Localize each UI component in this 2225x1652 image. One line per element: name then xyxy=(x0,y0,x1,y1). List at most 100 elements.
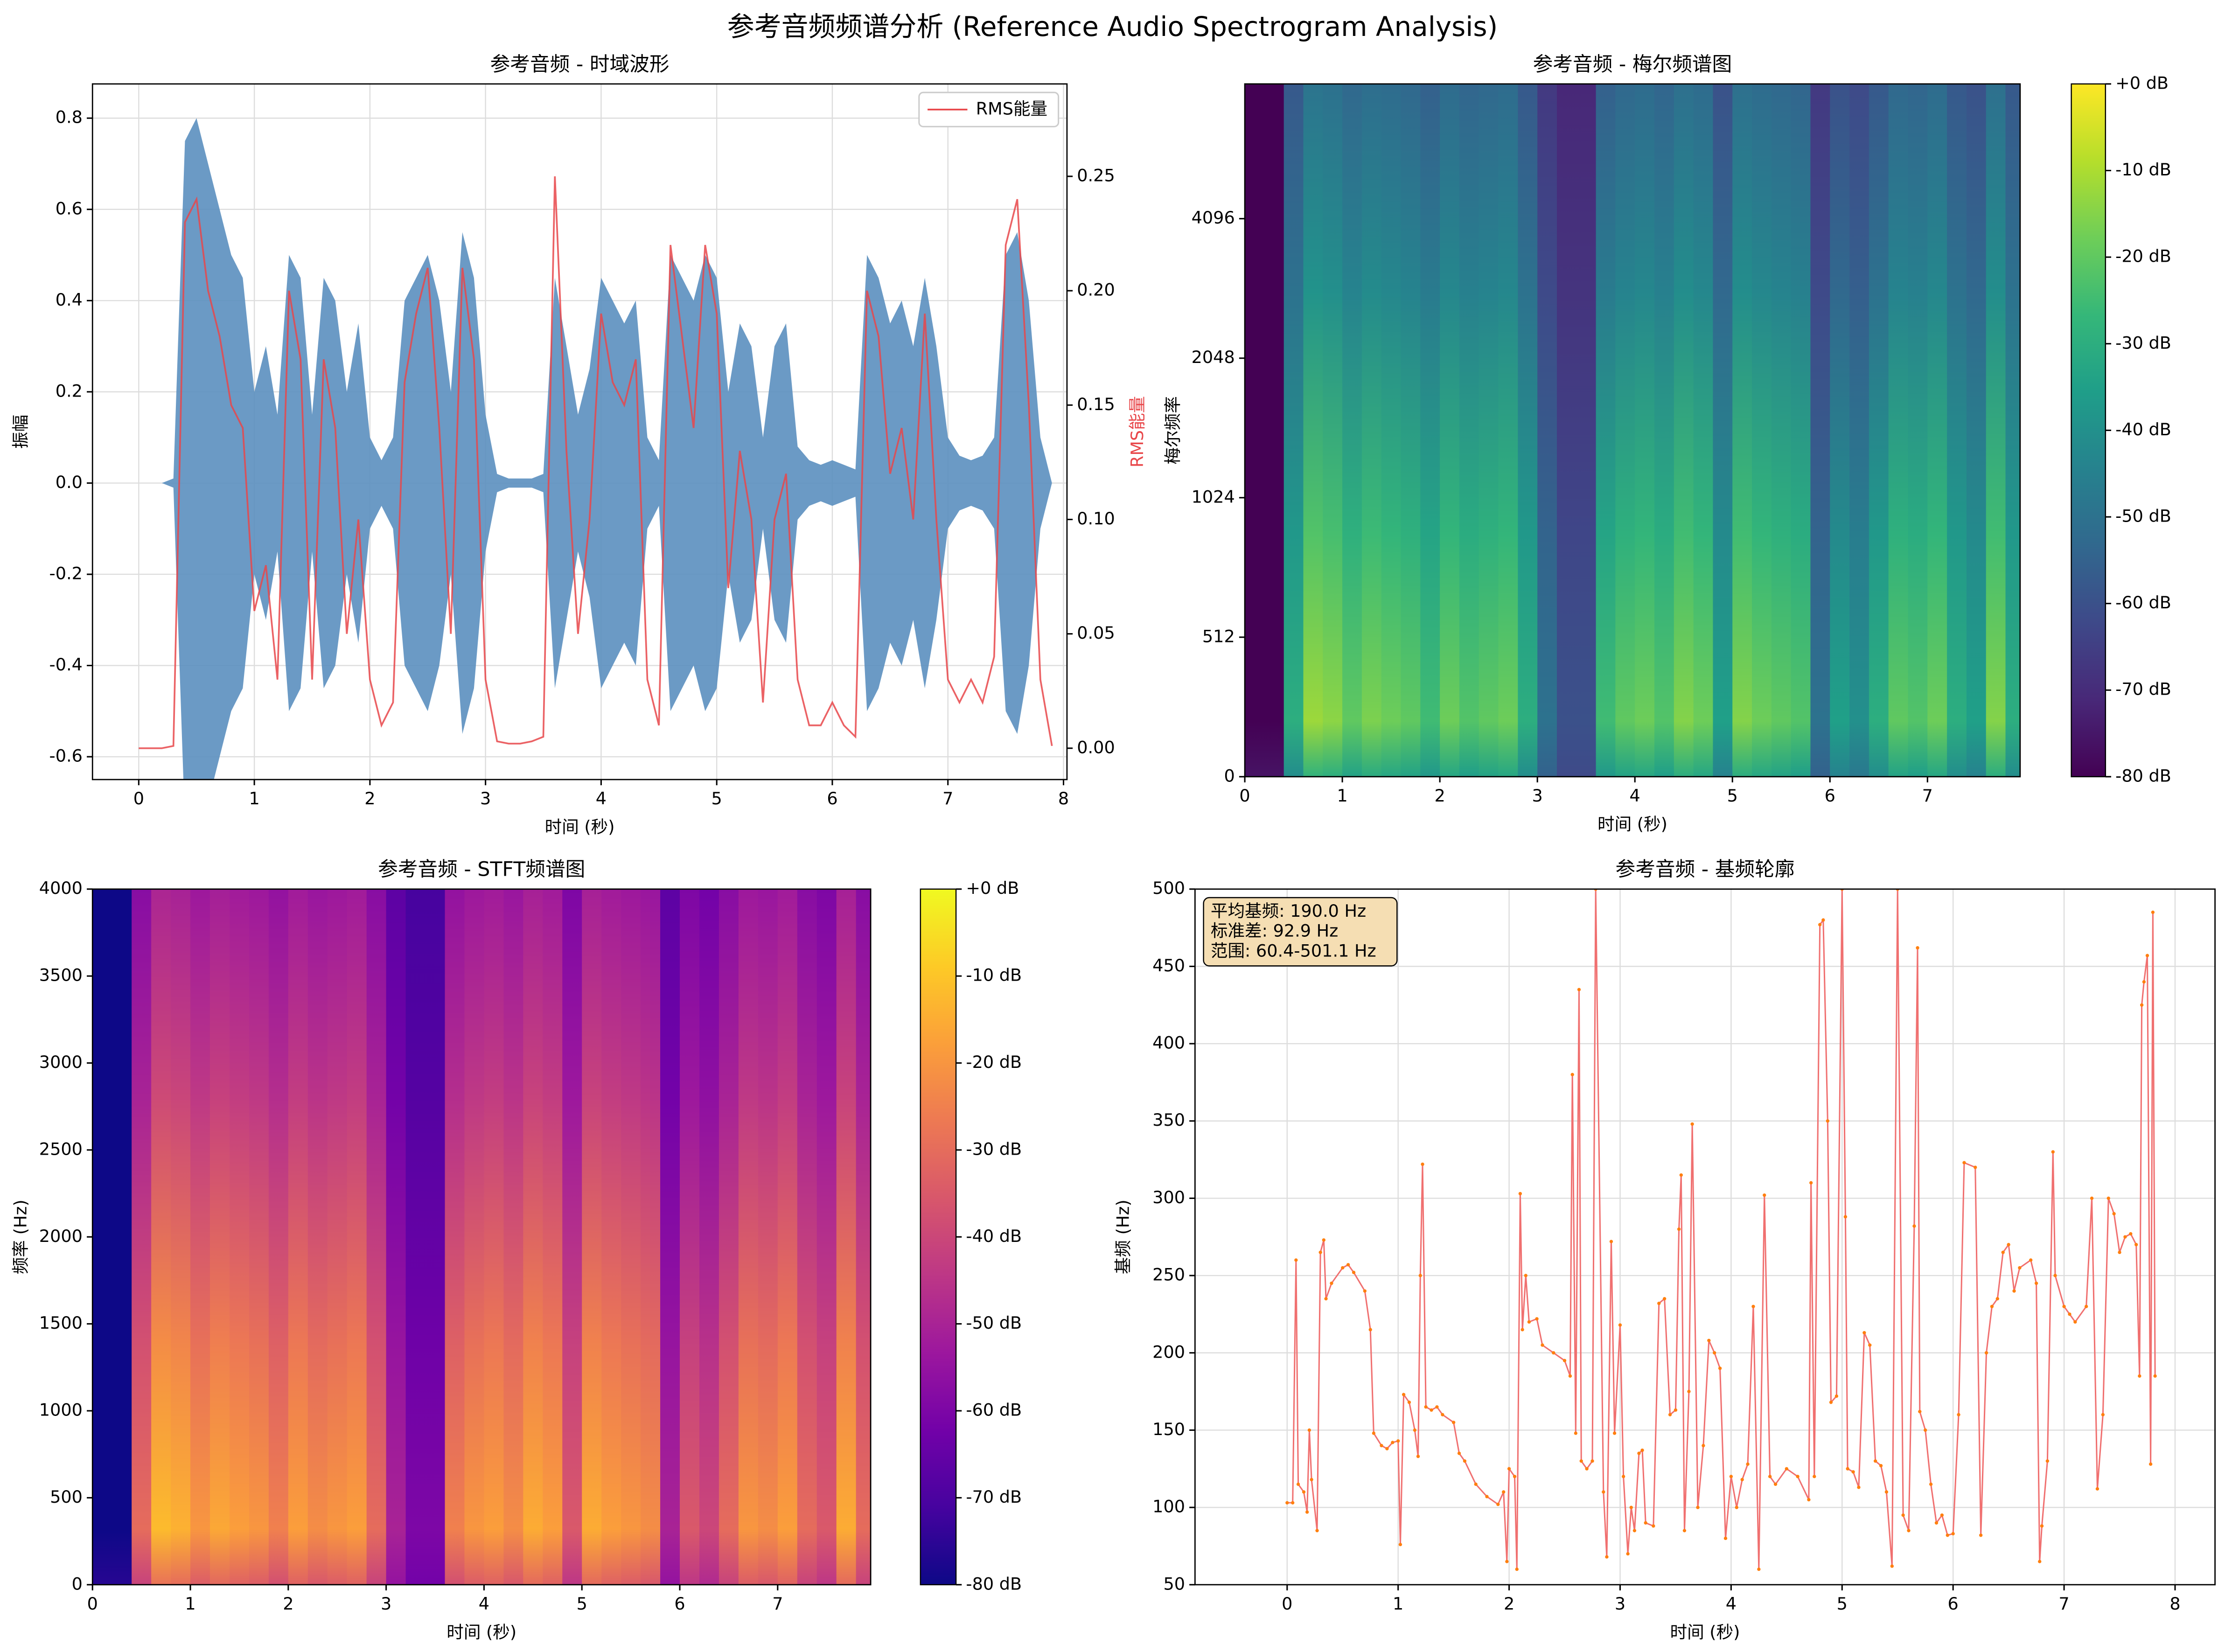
x-tick-label: 4 xyxy=(1630,786,1640,806)
f0-point xyxy=(1918,1410,1922,1414)
f0-point xyxy=(1285,1501,1289,1505)
spectrogram-column xyxy=(1245,84,1265,777)
f0-point xyxy=(2001,1250,2005,1255)
colorbar-tick-label: -70 dB xyxy=(966,1487,1022,1507)
x-tick-label: 2 xyxy=(364,788,375,809)
x-tick-label: 0 xyxy=(1282,1594,1292,1614)
f0-point xyxy=(1524,1274,1528,1277)
y2-tick-label: 0.05 xyxy=(1077,623,1115,643)
f0-point xyxy=(1796,1475,1800,1478)
x-tick-label: 8 xyxy=(2169,1594,2180,1614)
f0-point xyxy=(1934,1521,1939,1525)
f0-point xyxy=(1912,1224,1916,1228)
spectrogram-column xyxy=(562,889,583,1585)
f0-point xyxy=(2123,1235,2127,1239)
f0-point xyxy=(1618,1323,1622,1327)
y-tick-label: 3500 xyxy=(39,965,83,985)
x-tick-label: 7 xyxy=(942,788,953,809)
spectrogram-column xyxy=(1615,84,1636,777)
f0-point xyxy=(2142,980,2146,984)
x-tick-label: 5 xyxy=(1837,1594,1848,1614)
spectrogram-column xyxy=(366,889,387,1585)
y-tick-label: 150 xyxy=(1152,1419,1185,1439)
x-tick-label: 3 xyxy=(480,788,491,809)
f0-point xyxy=(1901,1513,1905,1517)
spectrogram-column xyxy=(718,889,739,1585)
spectrogram-column xyxy=(92,889,113,1585)
f0-point xyxy=(1924,1428,1927,1432)
f0-point xyxy=(1552,1351,1555,1355)
y2-tick-label: 0.25 xyxy=(1077,165,1115,185)
f0-point xyxy=(1380,1443,1383,1448)
figure-title: 参考音频频谱分析 (Reference Audio Spectrogram An… xyxy=(727,11,1498,42)
spectrogram-column xyxy=(132,889,152,1585)
spectrogram-column xyxy=(758,889,779,1585)
f0-point xyxy=(1718,1366,1722,1370)
f0-point xyxy=(1352,1270,1356,1275)
subplot-title: 参考音频 - STFT频谱图 xyxy=(378,858,585,881)
f0-point xyxy=(1315,1529,1319,1533)
spectrogram-column xyxy=(1771,84,1792,777)
colorbar-tick-label: +0 dB xyxy=(2115,73,2169,93)
y-tick-label: 300 xyxy=(1152,1187,1185,1207)
f0-point xyxy=(1507,1467,1511,1471)
f0-point xyxy=(1735,1506,1738,1509)
f0-point xyxy=(1851,1470,1855,1474)
f0-point xyxy=(1602,1490,1605,1494)
y-tick-label: 0.6 xyxy=(56,198,83,218)
f0-point xyxy=(2151,910,2155,914)
y-axis-label: 振幅 xyxy=(10,415,30,449)
f0-point xyxy=(2134,1243,2138,1247)
y-tick-label: 4096 xyxy=(1192,208,1235,228)
f0-point xyxy=(2068,1312,2072,1316)
f0-point xyxy=(1496,1502,1500,1506)
subplot-title: 参考音频 - 梅尔频谱图 xyxy=(1533,53,1732,76)
y-tick-label: 0.2 xyxy=(56,381,83,401)
f0-point xyxy=(1322,1238,1325,1242)
spectrogram-column xyxy=(1635,84,1655,777)
f0-point xyxy=(1746,1462,1750,1466)
f0-point xyxy=(2106,1196,2110,1200)
f0-point xyxy=(1662,1297,1667,1301)
x-tick-label: 1 xyxy=(185,1594,195,1614)
spectrogram-column xyxy=(445,889,466,1585)
spectrogram-column xyxy=(1947,84,1967,777)
f0-point xyxy=(2153,1374,2157,1378)
f0-point xyxy=(1713,1351,1716,1355)
y-tick-label: 200 xyxy=(1152,1342,1185,1362)
f0-point xyxy=(1740,1478,1744,1482)
f0-point xyxy=(1457,1451,1461,1455)
colorbar-tick-label: -20 dB xyxy=(2115,246,2171,266)
colorbar-tick-label: -60 dB xyxy=(966,1400,1022,1420)
x-tick-label: 1 xyxy=(1393,1594,1403,1614)
x-axis-label: 时间 (秒) xyxy=(446,1622,516,1642)
f0-point xyxy=(1368,1328,1372,1331)
spectrogram-column xyxy=(836,889,857,1585)
spectrogram-column xyxy=(1342,84,1363,777)
f0-point xyxy=(2090,1196,2094,1200)
spectrogram-column xyxy=(1401,84,1422,777)
spectrogram-column xyxy=(2005,84,2020,777)
f0-point xyxy=(1307,1428,1311,1432)
spectrogram-column xyxy=(660,889,681,1585)
f0-point xyxy=(1413,1428,1417,1432)
f0-point xyxy=(1984,1351,1988,1355)
f0-point xyxy=(1626,1552,1630,1556)
f0-point xyxy=(1435,1405,1439,1409)
f0-point xyxy=(1632,1529,1637,1533)
spectrogram-column xyxy=(210,889,230,1585)
x-tick-label: 7 xyxy=(2058,1594,2069,1614)
f0-point xyxy=(2007,1243,2010,1247)
f0-point xyxy=(1418,1274,1422,1277)
spectrogram-column xyxy=(1498,84,1519,777)
spectrogram-column xyxy=(1693,84,1714,777)
f0-point xyxy=(1879,1464,1883,1468)
f0-point xyxy=(1809,1181,1813,1185)
f0-point xyxy=(1515,1567,1519,1571)
f0-point xyxy=(1421,1162,1424,1166)
f0-point xyxy=(1974,1165,1977,1169)
f0-point xyxy=(1463,1459,1467,1463)
f0-point xyxy=(1702,1443,1705,1448)
x-tick-label: 7 xyxy=(1922,786,1933,806)
f0-point xyxy=(1674,1408,1678,1412)
